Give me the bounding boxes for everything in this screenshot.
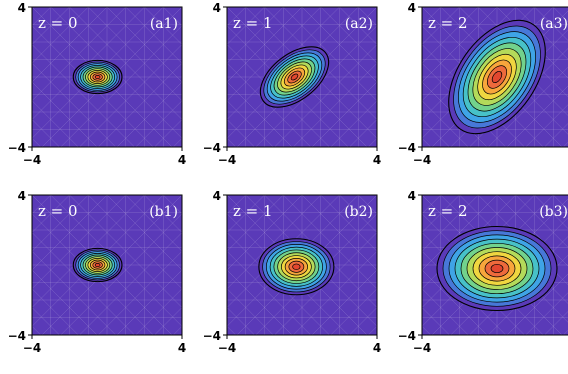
plot-frame [226, 194, 378, 336]
z-value-label: z = 1 [233, 202, 273, 220]
x-tick-max: 4 [178, 341, 186, 355]
y-tick-max: 4 [18, 1, 26, 15]
y-tick-max: 4 [213, 1, 221, 15]
x-tick-min: −4 [23, 341, 41, 355]
contour-level-10 [290, 73, 299, 81]
panel-label: (b3) [539, 204, 568, 220]
y-tick-min: −4 [203, 141, 221, 155]
tick-marks [418, 6, 423, 151]
panel-label: (a2) [345, 16, 373, 32]
contour-level-10 [292, 263, 301, 270]
panel-label: (b2) [344, 204, 373, 220]
contour-levels [72, 59, 123, 95]
panel-b2: 4 −4−4 4 z = 1 (b2) [203, 189, 382, 355]
contour-levels [72, 247, 123, 283]
x-tick-min: −4 [218, 153, 236, 167]
y-tick-min: −4 [398, 329, 416, 343]
x-tick-max: 4 [373, 341, 381, 355]
z-value-label: z = 1 [233, 14, 273, 32]
tick-marks [28, 194, 183, 339]
plot-frame [226, 6, 378, 148]
z-value-label: z = 0 [38, 14, 78, 32]
plot-frame [31, 6, 183, 148]
contour-levels [448, 19, 546, 135]
contour-levels [436, 225, 558, 312]
z-value-label: z = 2 [428, 14, 468, 32]
tick-marks [223, 6, 378, 151]
panel-label: (b1) [149, 204, 178, 220]
plot-frame [31, 194, 183, 336]
x-tick-max: 4 [178, 153, 186, 167]
y-tick-max: 4 [408, 1, 416, 15]
contour-level-10 [94, 74, 101, 80]
y-tick-max: 4 [18, 189, 26, 203]
x-tick-max: 4 [373, 153, 381, 167]
panel-b3: 4−4−44z = 2(b3) [398, 189, 568, 355]
y-tick-min: −4 [398, 141, 416, 155]
x-tick-min: −4 [23, 153, 41, 167]
contour-levels [259, 46, 330, 108]
y-tick-max: 4 [213, 189, 221, 203]
panel-label: (a1) [150, 16, 178, 32]
y-tick-min: −4 [203, 329, 221, 343]
contour-levels [258, 238, 335, 296]
contour-level-10 [94, 262, 101, 268]
z-value-label: z = 0 [38, 202, 78, 220]
x-tick-min: −4 [413, 341, 431, 355]
tick-marks [223, 194, 378, 339]
panel-a2: 4 −4−4 4 z = 1 (a2) [203, 1, 382, 167]
y-tick-max: 4 [408, 189, 416, 203]
z-value-label: z = 2 [428, 202, 468, 220]
plot-frame [421, 6, 568, 148]
tick-marks [28, 6, 183, 151]
y-tick-min: −4 [8, 141, 26, 155]
contour-level-10 [490, 263, 504, 274]
x-tick-min: −4 [218, 341, 236, 355]
panel-label: (a3) [540, 16, 568, 32]
x-tick-min: −4 [413, 153, 431, 167]
panel-a3: 4−4−44z = 2(a3) [398, 1, 568, 167]
y-tick-min: −4 [8, 329, 26, 343]
panel-a1: 4 −4−4 4 z = 0 (a1) [8, 1, 187, 167]
contour-level-10 [491, 70, 503, 84]
tick-marks [418, 194, 423, 339]
panel-b1: 4 −4−4 4 z = 0 (b1) [8, 189, 187, 355]
mesh-lines [32, 7, 182, 147]
plot-frame [421, 194, 568, 336]
